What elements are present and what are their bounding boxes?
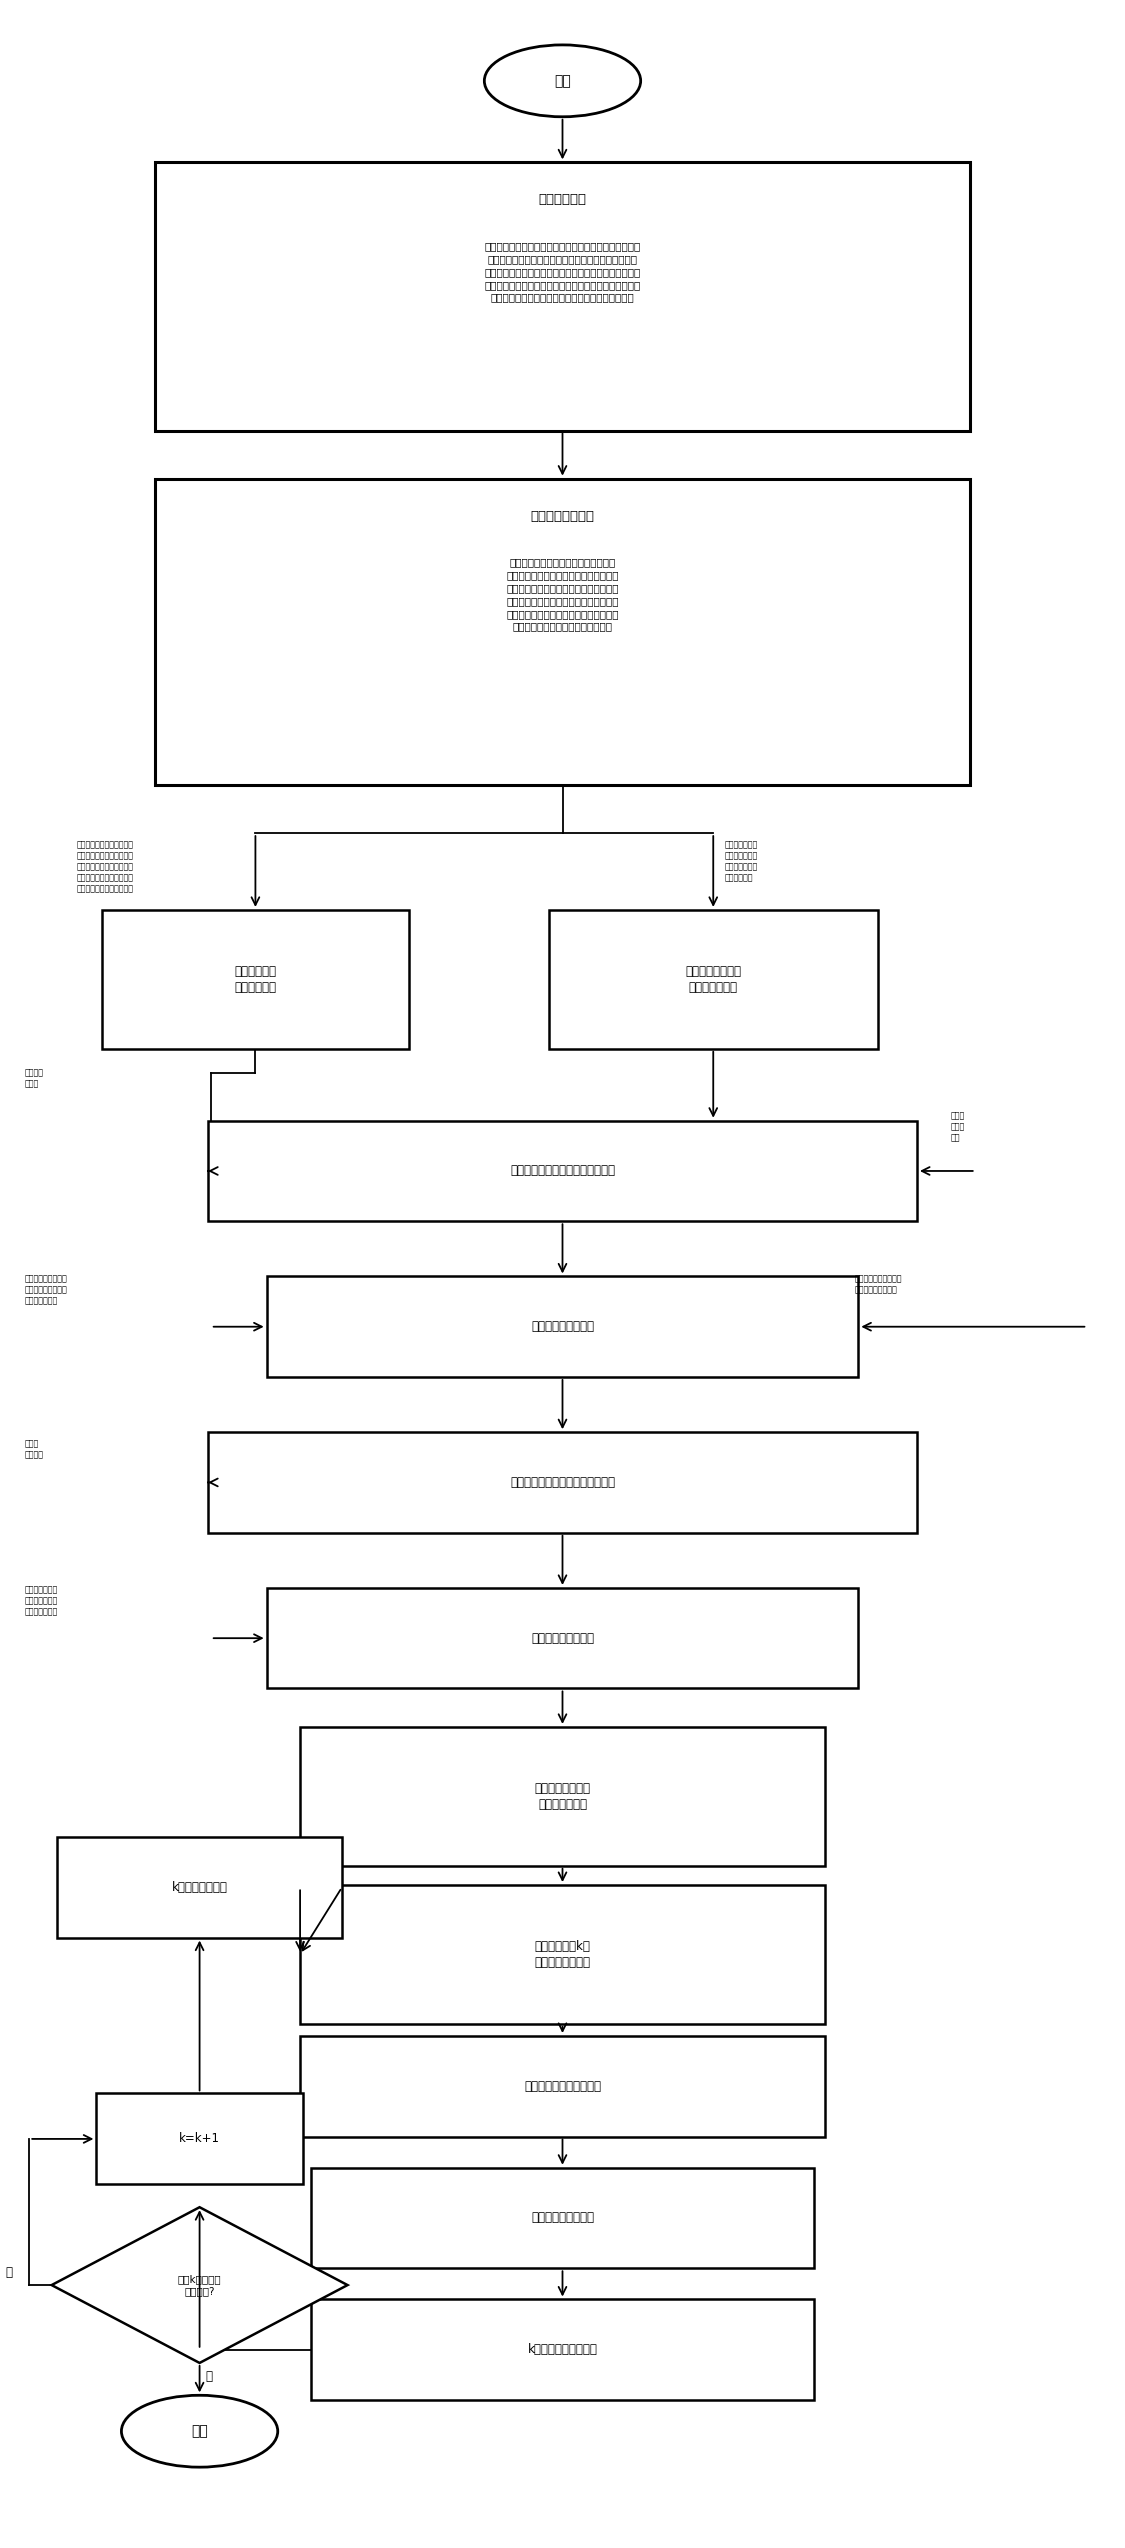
FancyBboxPatch shape: [155, 163, 970, 431]
Text: 开始: 开始: [555, 74, 570, 87]
Text: 变量泵
进出口
油温: 变量泵 进出口 油温: [951, 1111, 965, 1142]
Text: 变速器速比、主减速比、取力器速比、变量泵最大排量、
补油泵定排量、液压马达排量、后轮转动惯量、后轮阻
尼、前轮转动惯量、前轮阻尼、变量泵层流泄露系数、变
量泵层: 变速器速比、主减速比、取力器速比、变量泵最大排量、 补油泵定排量、液压马达排量、…: [485, 242, 640, 303]
Text: 求解变量泵和补油
泵理论输入转矩: 求解变量泵和补油 泵理论输入转矩: [685, 966, 741, 994]
Text: 计算预测系统k时
刻未来动态的起点: 计算预测系统k时 刻未来动态的起点: [534, 1939, 591, 1970]
Text: 求解发动机传递至液压路径的扭矩: 求解发动机传递至液压路径的扭矩: [510, 1164, 615, 1177]
Text: 结束: 结束: [191, 2423, 208, 2438]
FancyBboxPatch shape: [155, 479, 970, 785]
Text: 变量泵斜盘实际
开度、变量泵进
出口压差、补油
泵进出口压差: 变量泵斜盘实际 开度、变量泵进 出口压差、补油 泵进出口压差: [724, 841, 757, 882]
Text: 计算模型状态的未来变化: 计算模型状态的未来变化: [524, 2079, 601, 2092]
FancyBboxPatch shape: [208, 1432, 917, 1534]
Text: 变量泵容积效率、液
压马达机械效率、液
压马达容积效率: 变量泵容积效率、液 压马达机械效率、液 压马达容积效率: [25, 1274, 68, 1305]
Text: 变量泵机
械效率: 变量泵机 械效率: [25, 1068, 43, 1088]
FancyBboxPatch shape: [267, 1277, 858, 1376]
FancyBboxPatch shape: [312, 2298, 813, 2400]
Text: 是: 是: [205, 2370, 213, 2382]
Text: k=k+1: k=k+1: [179, 2133, 220, 2145]
Text: 变量泵斜盘实际开度、变量
泵进出口油温、变量泵进出
口压差、变量泵转速、液压
马达进出口油温、液压马达
进出口压差、液压马达转速: 变量泵斜盘实际开度、变量 泵进出口油温、变量泵进出 口压差、变量泵转速、液压 马…: [76, 841, 134, 894]
Text: 求解发动机传递至机械路径的扭矩: 求解发动机传递至机械路径的扭矩: [510, 1475, 615, 1488]
Text: 计算变量泵和
液压马达效率: 计算变量泵和 液压马达效率: [234, 966, 277, 994]
Text: 发动机转速、变量泵转速、液压马达转
速、发动机输出转矩、变量泵斜盘实际开
度、变量泵进出口油温、液压马达进出口
油温、变量泵进出口压差、补油泵进出口
压差、液压: 发动机转速、变量泵转速、液压马达转 速、发动机输出转矩、变量泵斜盘实际开 度、变…: [506, 558, 619, 632]
FancyBboxPatch shape: [57, 1837, 342, 1936]
FancyBboxPatch shape: [208, 1121, 917, 1220]
Text: k时刻的最优控制序列: k时刻的最优控制序列: [528, 2344, 597, 2357]
FancyBboxPatch shape: [549, 910, 878, 1050]
Ellipse shape: [122, 2395, 278, 2466]
FancyBboxPatch shape: [267, 1587, 858, 1689]
Text: 前轮转速、后轮
转速、前轮阻力
矩、后轮阻力矩: 前轮转速、后轮 转速、前轮阻力 矩、后轮阻力矩: [25, 1585, 57, 1615]
Text: 时刻k是否达到
时间限制?: 时刻k是否达到 时间限制?: [178, 2275, 222, 2296]
FancyBboxPatch shape: [300, 1728, 825, 1865]
Polygon shape: [52, 2207, 348, 2362]
FancyBboxPatch shape: [312, 2168, 813, 2268]
Text: 建立面向控制的系
统状态空间方程: 建立面向控制的系 统状态空间方程: [534, 1781, 591, 1812]
FancyBboxPatch shape: [97, 2094, 303, 2184]
Ellipse shape: [485, 46, 640, 117]
Text: 发动机
输出转矩: 发动机 输出转矩: [25, 1440, 43, 1460]
Text: k时刻的系统状态: k时刻的系统状态: [172, 1880, 227, 1893]
Text: 预测系统的未来输出: 预测系统的未来输出: [531, 2212, 594, 2224]
Text: 液压马达进出口油温、
液压马达进出口压差: 液压马达进出口油温、 液压马达进出口压差: [855, 1274, 902, 1294]
FancyBboxPatch shape: [102, 910, 410, 1050]
FancyBboxPatch shape: [300, 1886, 825, 2023]
Text: 采集系统反馈信号: 采集系统反馈信号: [531, 510, 594, 522]
Text: 否: 否: [6, 2265, 12, 2278]
Text: 求解液压马达总转矩: 求解液压马达总转矩: [531, 1320, 594, 1333]
FancyBboxPatch shape: [300, 2036, 825, 2138]
Text: 输入系统参数: 输入系统参数: [539, 194, 586, 206]
Text: 系统动力学微分方程: 系统动力学微分方程: [531, 1631, 594, 1643]
